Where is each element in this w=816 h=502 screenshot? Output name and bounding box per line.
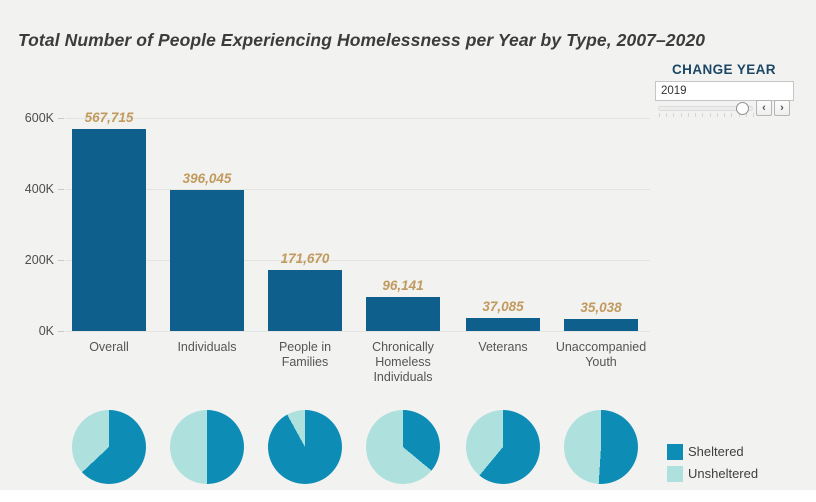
gridline-200k	[65, 260, 650, 261]
legend-label-sheltered[interactable]: Sheltered	[688, 444, 744, 459]
category-label-veterans: Veterans	[478, 340, 528, 354]
bar-value-individuals: 396,045	[182, 171, 232, 186]
category-label-overall: Overall	[89, 340, 129, 354]
ytick-label-400k: 400K	[24, 182, 54, 196]
slider-track[interactable]	[658, 106, 753, 111]
prev-year-button[interactable]: ‹	[756, 100, 772, 116]
bar-people-in-families[interactable]	[268, 270, 342, 331]
category-label-individuals: Individuals	[177, 340, 237, 354]
legend-swatch-unsheltered[interactable]	[667, 466, 683, 482]
pie-individuals[interactable]	[170, 410, 244, 484]
ytick-mark-400k	[58, 189, 64, 190]
ytick-mark-600k	[58, 118, 64, 119]
next-year-button[interactable]: ›	[774, 100, 790, 116]
pie-unaccompanied-youth[interactable]	[564, 410, 638, 484]
ytick-label-0k: 0K	[38, 324, 54, 338]
bar-value-unaccompanied-youth: 35,038	[580, 300, 622, 315]
legend-swatch-sheltered[interactable]	[667, 444, 683, 460]
bar-value-overall: 567,715	[84, 110, 134, 125]
gridline-0k	[65, 331, 650, 332]
bar-veterans[interactable]	[466, 318, 540, 331]
category-label-people-in-families: People in Families	[278, 340, 332, 369]
category-label-unaccompanied-youth: Unaccompanied Youth	[555, 340, 647, 369]
bar-value-chronically-homeless-individuals: 96,141	[382, 278, 424, 293]
ytick-mark-0k	[58, 331, 64, 332]
gridline-600k	[65, 118, 650, 119]
bar-value-people-in-families: 171,670	[280, 251, 330, 266]
ytick-label-200k: 200K	[24, 253, 54, 267]
bar-individuals[interactable]	[170, 190, 244, 331]
slider-handle[interactable]	[736, 102, 749, 115]
bar-overall[interactable]	[72, 129, 146, 331]
ytick-mark-200k	[58, 260, 64, 261]
legend-label-unsheltered[interactable]: Unsheltered	[688, 466, 759, 481]
bar-chronically-homeless-individuals[interactable]	[366, 297, 440, 331]
page-title: Total Number of People Experiencing Home…	[18, 30, 706, 50]
bar-unaccompanied-youth[interactable]	[564, 319, 638, 331]
bar-value-veterans: 37,085	[482, 299, 524, 314]
pie-chronically-homeless-individuals[interactable]	[366, 410, 440, 484]
pie-people-in-families[interactable]	[268, 410, 342, 484]
year-input[interactable]	[655, 81, 794, 101]
gridline-400k	[65, 189, 650, 190]
change-year-label: CHANGE YEAR	[672, 62, 776, 77]
pie-overall[interactable]	[72, 410, 146, 484]
pie-veterans[interactable]	[466, 410, 540, 484]
bottom-strip	[0, 490, 816, 502]
ytick-label-600k: 600K	[24, 111, 54, 125]
year-slider[interactable]	[655, 98, 755, 124]
category-label-chronically-homeless-individuals: Chronically Homeless Individuals	[372, 340, 434, 384]
slider-ticks	[659, 113, 754, 118]
